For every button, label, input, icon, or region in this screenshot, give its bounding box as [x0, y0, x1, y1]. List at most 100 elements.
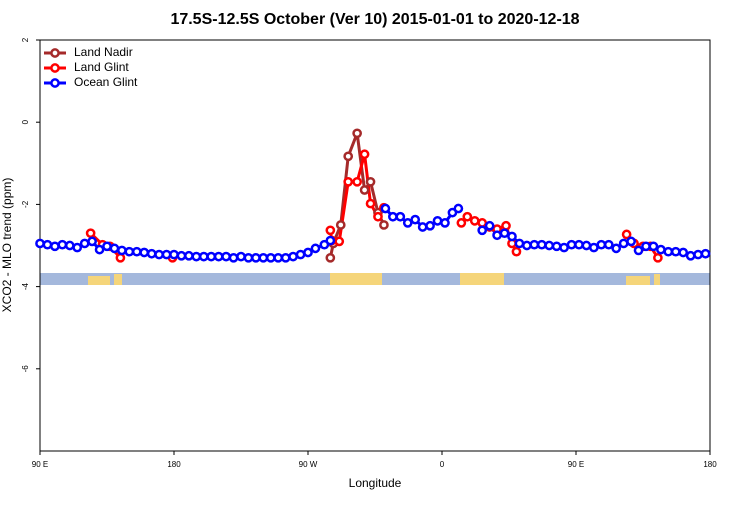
data-point: [566, 239, 577, 250]
data-point: [678, 247, 689, 258]
data-point: [499, 228, 510, 239]
y-tick-label: -6: [21, 365, 30, 373]
data-point: [359, 149, 370, 160]
data-point: [335, 220, 346, 230]
data-point: [343, 176, 354, 187]
data-point: [536, 239, 547, 250]
data-point: [425, 220, 435, 231]
data-point: [352, 176, 362, 187]
x-tick-label: 90 E: [568, 460, 584, 469]
data-point: [359, 185, 370, 195]
data-point: [484, 220, 495, 231]
data-point: [131, 246, 142, 257]
data-point: [417, 222, 428, 232]
data-point: [64, 240, 75, 251]
data-point: [310, 243, 321, 254]
data-point: [176, 250, 187, 261]
data-point: [700, 248, 711, 259]
legend-label: Land Glint: [74, 60, 129, 74]
data-point: [529, 239, 540, 250]
legend-label: Ocean Glint: [74, 75, 138, 89]
data-point: [596, 239, 607, 250]
data-point: [462, 211, 473, 222]
land-band: [626, 276, 650, 285]
x-axis-label: Longitude: [349, 476, 402, 490]
data-point: [115, 252, 126, 263]
data-point: [693, 249, 703, 260]
data-point: [501, 220, 511, 231]
data-point: [477, 218, 488, 228]
data-point: [198, 251, 209, 262]
data-point: [117, 245, 127, 256]
data-point: [641, 241, 651, 252]
data-point: [379, 220, 389, 230]
data-point: [365, 176, 376, 187]
data-point: [325, 252, 336, 263]
data-point: [507, 231, 517, 242]
land-band: [88, 276, 110, 285]
data-point: [102, 241, 112, 252]
y-axis-label: XCO2 - MLO trend (ppm): [0, 178, 14, 313]
land-band: [330, 273, 382, 285]
data-point: [581, 240, 592, 251]
data-point: [626, 236, 636, 247]
data-point: [653, 252, 663, 263]
data-point: [492, 230, 502, 241]
data-point: [621, 229, 632, 240]
data-point: [453, 203, 464, 214]
land-band: [654, 274, 660, 285]
data-point: [373, 211, 383, 222]
data-point: [124, 246, 135, 257]
data-point: [206, 251, 217, 262]
x-tick-label: 180: [167, 460, 181, 469]
data-point: [79, 238, 90, 249]
data-point: [85, 228, 96, 239]
data-point: [388, 211, 398, 222]
data-point: [236, 251, 246, 262]
data-point: [295, 249, 306, 260]
legend-label: Land Nadir: [74, 45, 133, 59]
data-point: [685, 250, 696, 261]
x-tick-label: 90 W: [299, 460, 318, 469]
data-point: [325, 225, 336, 236]
y-tick-label: 2: [21, 37, 30, 42]
data-point: [456, 218, 467, 228]
data-point: [380, 203, 391, 214]
data-point: [258, 252, 269, 263]
data-point: [72, 242, 83, 253]
data-point: [213, 251, 224, 262]
data-point: [559, 242, 569, 253]
data-point: [574, 239, 584, 250]
data-point: [139, 247, 150, 258]
data-point: [618, 238, 629, 249]
land-ocean-strip: [40, 273, 710, 285]
data-point: [243, 252, 254, 263]
data-point: [551, 241, 562, 252]
data-point: [280, 252, 291, 263]
data-point: [273, 252, 284, 263]
data-point: [544, 240, 555, 251]
data-point: [191, 251, 202, 262]
data-point: [228, 252, 239, 263]
data-point: [146, 248, 157, 259]
data-point: [50, 241, 60, 252]
data-point: [633, 245, 644, 256]
data-point: [670, 246, 681, 257]
y-tick-label: 0: [21, 119, 30, 124]
data-point: [511, 246, 522, 257]
data-point: [221, 251, 231, 262]
data-point: [303, 247, 313, 258]
data-point: [589, 242, 599, 253]
data-point: [42, 239, 53, 250]
y-tick-label: -2: [21, 200, 30, 208]
data-point: [410, 214, 421, 225]
data-point: [35, 238, 45, 249]
land-band: [460, 273, 504, 285]
data-point: [161, 249, 172, 260]
data-point: [57, 239, 68, 250]
data-point: [603, 239, 614, 250]
data-point: [469, 215, 480, 226]
data-point: [169, 249, 179, 260]
